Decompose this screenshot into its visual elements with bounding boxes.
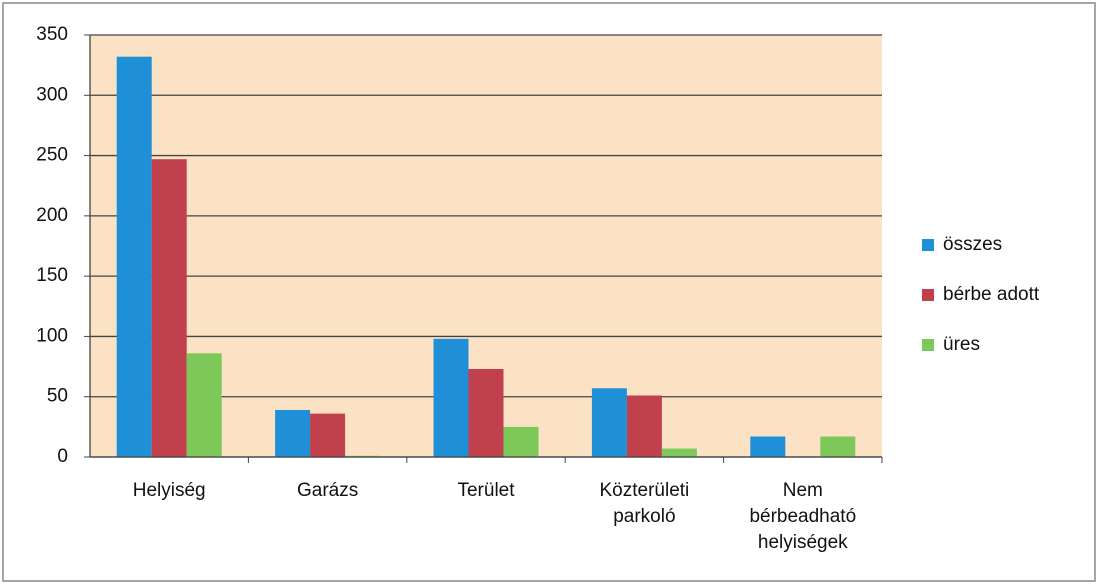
legend-swatch — [922, 239, 934, 251]
legend-label: összes — [943, 234, 1002, 255]
x-tick-label: Garázs — [296, 480, 359, 501]
x-tick-label: Terület — [457, 480, 515, 501]
bar — [591, 388, 627, 457]
y-tick-label: 300 — [36, 84, 68, 105]
x-tick-label: Nem bérbeadható helyiségek — [749, 480, 857, 553]
x-tick-label: Közterületi parkoló — [599, 480, 690, 527]
legend-label: bérbe adott — [943, 284, 1040, 305]
y-tick-label: 100 — [36, 325, 68, 346]
legend-swatch — [922, 289, 934, 301]
bar — [820, 436, 856, 457]
legend-label: üres — [943, 334, 980, 355]
bar — [661, 448, 697, 457]
x-tick-label: Helyiség — [132, 480, 206, 501]
bar — [275, 409, 311, 457]
bar — [626, 395, 662, 457]
bar — [310, 413, 346, 457]
bar — [750, 436, 786, 457]
y-tick-label: 150 — [36, 265, 68, 286]
y-tick-label: 50 — [47, 386, 68, 407]
bar — [116, 56, 152, 458]
y-tick-label: 0 — [57, 446, 68, 467]
y-tick-label: 350 — [36, 24, 68, 45]
bar — [186, 353, 222, 457]
legend-swatch — [922, 339, 934, 351]
bar — [151, 159, 187, 457]
bar — [433, 338, 469, 457]
y-tick-label: 250 — [36, 145, 68, 166]
y-tick-label: 200 — [36, 205, 68, 226]
bar — [468, 368, 504, 457]
bar — [503, 426, 539, 457]
